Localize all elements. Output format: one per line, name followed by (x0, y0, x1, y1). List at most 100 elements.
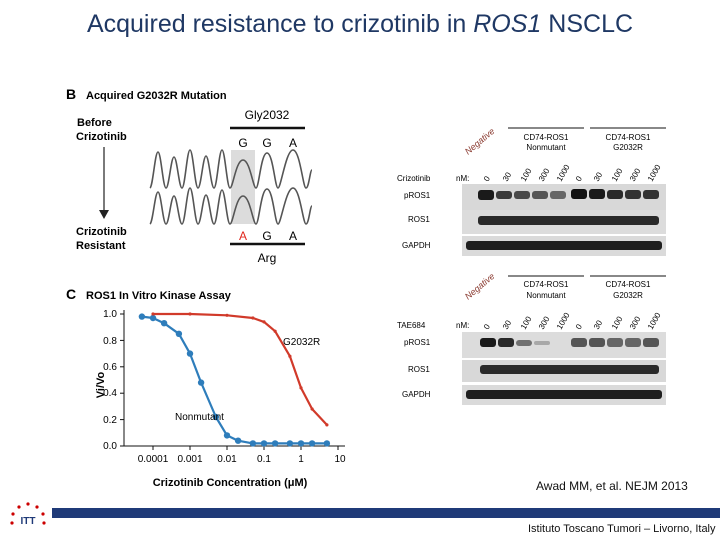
data-point-nonmutant (212, 413, 220, 421)
band (466, 390, 662, 399)
blot2-dose: 100 (519, 314, 534, 331)
panel-b-letter: B (66, 86, 76, 102)
blot2-row-label: GAPDH (402, 390, 431, 399)
blot1-dose: 30 (592, 170, 605, 183)
data-point-g2032r (188, 312, 192, 316)
before-label-1: Before (77, 117, 112, 129)
panel-c-heading: ROS1 In Vitro Kinase Assay (86, 290, 232, 302)
codon-label: Gly2032 (245, 108, 290, 122)
blot1-negative-label: Negative (463, 126, 497, 156)
title-main: Acquired resistance to crizotinib in (86, 10, 474, 38)
blot1-dose: 0 (482, 174, 492, 183)
y-ticks: 0.0 0.2 0.4 0.6 0.8 1.0 (103, 309, 124, 452)
data-point-nonmutant (271, 440, 279, 447)
after-label-1: Crizotinib (76, 226, 127, 238)
x-tick-label: 0.0001 (138, 454, 169, 465)
title-end: NSCLC (541, 10, 634, 38)
data-point-g2032r (262, 320, 266, 324)
blot2-nm-label: nM: (456, 321, 469, 330)
blot2-row-label: pROS1 (404, 338, 431, 347)
before-label-2: Crizotinib (76, 131, 127, 143)
band (480, 338, 496, 347)
band (478, 190, 494, 200)
logo-star (41, 512, 45, 516)
data-point-g2032r (273, 329, 277, 333)
slide-title: Acquired resistance to crizotinib in ROS… (0, 10, 720, 39)
blot2-dose: 100 (610, 314, 625, 331)
blot2-drug-label: TAE684 (397, 321, 426, 330)
data-point-nonmutant (286, 440, 294, 447)
band (480, 365, 659, 374)
band (478, 216, 659, 225)
after-base-1: A (239, 229, 247, 243)
band (625, 190, 641, 199)
y-tick-label: 0.6 (103, 362, 117, 373)
data-point-g2032r (310, 407, 314, 411)
series-label-g2032r: G2032R (283, 337, 320, 348)
logo-star (11, 512, 15, 516)
blot1-bands (466, 189, 662, 250)
logo-star (35, 505, 39, 509)
blot2-dose: 30 (501, 318, 514, 331)
data-point-nonmutant (297, 440, 305, 447)
y-tick-label: 0.4 (103, 388, 117, 399)
before-base-2: G (262, 136, 271, 150)
blot2-dose: 300 (537, 314, 552, 331)
blot1-dose: 1000 (646, 163, 663, 183)
logo-text: ITT (21, 516, 36, 527)
blot2-dose: 300 (628, 314, 643, 331)
blot1-dose: 300 (628, 166, 643, 183)
blot2-row-label: ROS1 (408, 365, 430, 374)
blot1-dose: 0 (574, 174, 584, 183)
band (514, 191, 530, 199)
band (643, 338, 659, 347)
blot2-dose: 30 (592, 318, 605, 331)
blot1-row-label: GAPDH (402, 241, 431, 250)
data-point-nonmutant (138, 313, 146, 320)
blot1-dose: 30 (501, 170, 514, 183)
footer-logo-gap (0, 508, 52, 518)
blot1-row-label: pROS1 (404, 191, 431, 200)
blot2-dose: 0 (482, 322, 492, 331)
band (643, 190, 659, 199)
blot2-group1-line2: Nonmutant (526, 291, 566, 300)
band (516, 340, 532, 346)
title-gene: ROS1 (473, 10, 542, 38)
logo-star (42, 521, 46, 525)
blot2-dose: 1000 (646, 311, 663, 331)
band (498, 338, 514, 347)
blot2-dose: 1000 (555, 311, 572, 331)
blot1-nm-label: nM: (456, 174, 469, 183)
footer-text: Istituto Toscano Tumori – Livorno, Italy (528, 523, 716, 535)
blot2-dose: 0 (574, 322, 584, 331)
band (571, 338, 587, 347)
before-base-1: G (238, 136, 247, 150)
data-point-nonmutant (149, 314, 157, 322)
data-point-g2032r (288, 354, 292, 358)
blot1-group1-line2: Nonmutant (526, 143, 566, 152)
after-codon: Arg (258, 251, 277, 265)
western-blot-crizotinib: Negative CD74-ROS1 Nonmutant CD74-ROS1 G… (397, 126, 666, 256)
blot1-group2-line1: CD74-ROS1 (606, 133, 651, 142)
data-point-nonmutant (323, 440, 331, 447)
band (607, 338, 623, 347)
data-point-nonmutant (223, 432, 231, 439)
blot1-drug-label: Crizotinib (397, 174, 431, 183)
y-tick-label: 0.0 (103, 441, 117, 452)
logo-star (17, 505, 21, 509)
blot1-dose: 1000 (555, 163, 572, 183)
x-tick-label: 10 (334, 454, 346, 465)
itt-logo-icon: ITT (10, 502, 46, 527)
panel-c: C ROS1 In Vitro Kinase Assay Vi/Vo Crizo… (66, 286, 346, 489)
x-ticks: 0.0001 0.001 0.01 0.1 1 10 (138, 446, 346, 465)
y-tick-label: 0.2 (103, 415, 117, 426)
citation: Awad MM, et al. NEJM 2013 (536, 479, 688, 493)
blot1-row-label: ROS1 (408, 215, 430, 224)
band (589, 189, 605, 199)
series-line-nonmutant (141, 315, 327, 445)
y-tick-label: 0.8 (103, 336, 117, 347)
band (534, 341, 550, 345)
data-point-nonmutant (175, 330, 183, 337)
blot1-group2-line2: G2032R (613, 143, 643, 152)
